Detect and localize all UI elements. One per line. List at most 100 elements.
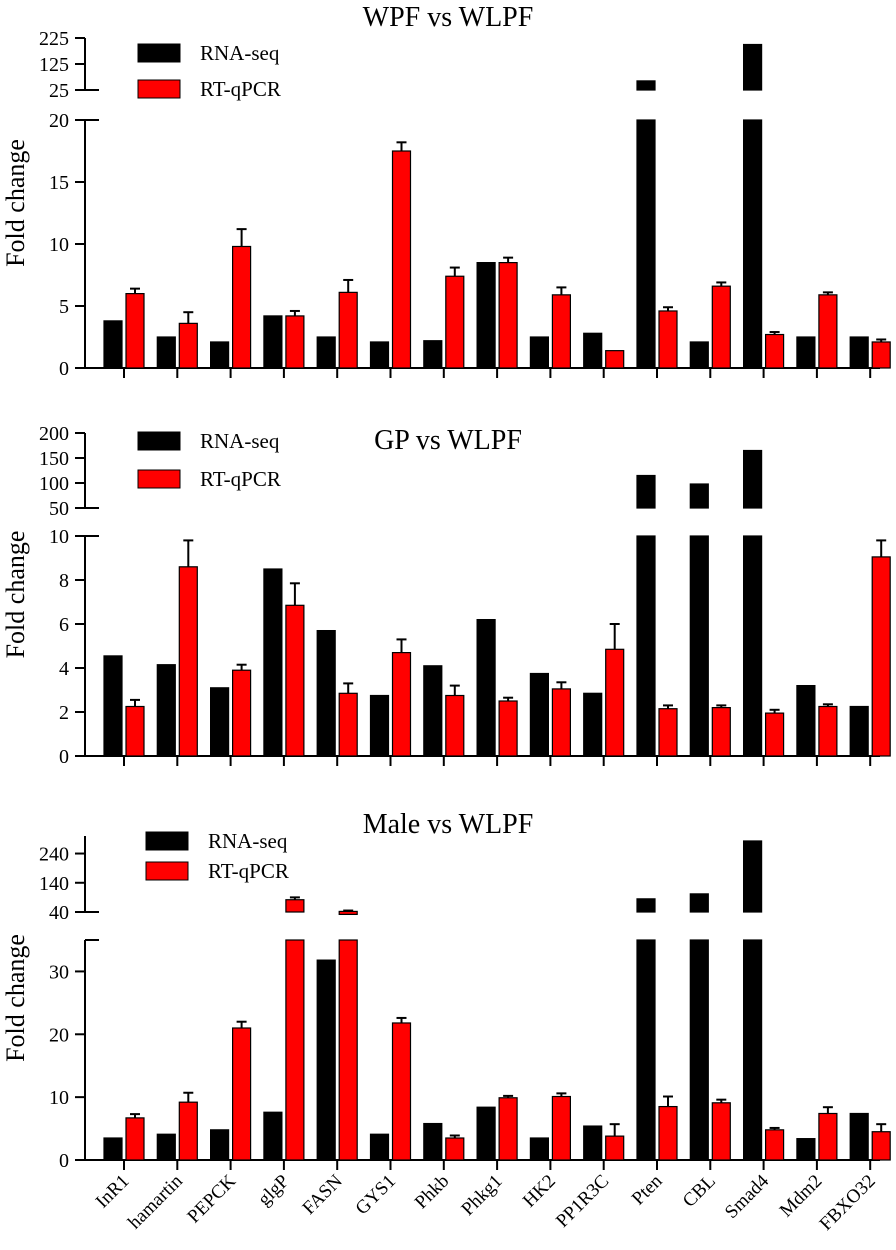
rt-qpcr-bar-mdm2 [818,1112,838,1161]
y-tick-label: 100 [39,473,69,495]
y-tick-label: 0 [59,746,69,768]
x-label-phkb: Phkb [411,1171,453,1213]
x-label-glgp: glgP [254,1171,293,1210]
y-tick-label: 25 [49,80,69,102]
y-axis-label: Fold change [1,139,30,267]
rt-qpcr-bar-gys1 [391,1022,412,1161]
rt-qpcr-bar-hk2 [551,688,572,757]
rt-qpcr-bar-hk2 [551,294,572,369]
rna-seq-bar-hamartin [156,336,176,369]
rna-seq-bar-phkb [423,665,443,757]
rna-seq-bar-gys1 [369,341,390,369]
legend-swatch-rt-qpcr [145,861,189,881]
chart-title: Male vs WLPF [363,809,534,840]
rt-qpcr-bar-fasn-lower [338,939,358,1161]
rna-seq-bar-pten-upper [636,474,656,509]
rt-qpcr-bar-fasn-upper [338,910,358,916]
rt-qpcr-bar-fbxo32 [871,341,891,369]
y-tick-label: 140 [39,873,69,895]
rna-seq-bar-pp1r3c [583,692,603,757]
rna-seq-bar-fbxo32 [849,336,869,369]
rna-seq-bar-fasn [316,959,336,1161]
legend-label-rna-seq: RNA-seq [208,829,288,853]
rna-seq-bar-inr1 [103,655,123,757]
rna-seq-bar-pepck [210,687,230,757]
y-tick-label: 40 [49,902,69,924]
rna-seq-bar-phkb [423,340,443,369]
rna-seq-bar-phkg1 [476,618,496,757]
y-tick-label: 10 [49,526,69,548]
rna-seq-bar-smad4-lower [742,939,763,1161]
y-tick-label: 20 [49,110,69,132]
chart-title: GP vs WLPF [374,425,522,456]
legend: RNA-seq RT-qPCR [137,429,281,491]
panel-2: GP vs WLPF Fold change 0 2 4 6 8 10 50 100 150 200 R… [1,423,891,768]
rt-qpcr-bar-fasn [338,291,358,369]
y-tick-label: 225 [39,28,69,50]
legend: RNA-seq RT-qPCR [137,41,281,101]
rt-qpcr-bar-pten [658,708,678,757]
rt-qpcr-bar-cbl [711,1102,731,1161]
legend-swatch-rt-qpcr [137,79,181,99]
rt-qpcr-bar-pp1r3c [605,350,625,369]
rt-qpcr-bar-fbxo32 [871,556,891,757]
panel-1: WPF vs WLPF Fold change 0 5 10 15 20 25 125 225 RN… [1,2,891,380]
y-tick-label: 0 [59,358,69,380]
rt-qpcr-bar-cbl [711,285,731,369]
rt-qpcr-bar-smad4 [764,1129,785,1161]
rna-seq-bar-pp1r3c [583,1125,603,1161]
legend-swatch-rna-seq [137,43,181,63]
rt-qpcr-bar-mdm2 [818,705,838,757]
rna-seq-bar-glgp [263,1111,283,1161]
rna-seq-bar-hk2 [529,1137,550,1161]
rt-qpcr-bar-pepck [232,669,252,757]
legend-label-rna-seq: RNA-seq [200,429,280,453]
rna-seq-bar-smad4-lower [742,535,763,757]
rt-qpcr-bar-glgp-lower [285,939,305,1161]
x-label-pepck: PEPCK [183,1170,240,1227]
rna-seq-bar-inr1 [103,320,123,369]
y-tick-label: 10 [49,234,69,256]
x-label-phkg1: Phkg1 [457,1171,506,1220]
rt-qpcr-bar-gys1 [391,150,412,369]
rt-qpcr-bar-inr1 [125,1117,145,1161]
rt-qpcr-bar-phkb [445,1137,465,1161]
x-label-gys1: GYS1 [352,1171,400,1219]
y-tick-label: 10 [49,1087,69,1109]
rt-qpcr-bar-cbl [711,706,731,757]
rt-qpcr-bar-phkg1 [498,262,518,369]
rna-seq-bar-pepck [210,341,230,369]
x-label-pten: Pten [628,1170,667,1209]
x-label-inr1: InR1 [92,1171,134,1213]
chart-title: WPF vs WLPF [363,2,534,33]
x-label-fasn: FASN [299,1170,347,1218]
y-tick-label: 6 [59,614,69,636]
rt-qpcr-bar-fbxo32 [871,1131,891,1161]
y-tick-label: 5 [59,296,69,318]
rna-seq-bar-hk2 [529,672,550,757]
rna-seq-bar-cbl-upper [689,893,709,913]
y-tick-label: 200 [39,423,69,445]
rna-seq-bar-hamartin [156,664,176,757]
rna-seq-bar-hamartin [156,1133,176,1161]
rna-seq-bar-glgp [263,315,283,369]
x-label-smad4: Smad4 [721,1170,774,1223]
legend-swatch-rt-qpcr [137,469,181,489]
rna-seq-bar-pten-lower [636,939,656,1161]
rna-seq-bar-phkg1 [476,262,496,369]
rna-seq-bar-gys1 [369,1133,390,1161]
rt-qpcr-bar-smad4 [764,712,785,757]
rna-seq-bar-smad4-upper [742,840,763,913]
y-tick-label: 2 [59,702,69,724]
rna-seq-bar-smad4-lower [742,119,763,369]
y-tick-label: 20 [49,1024,69,1046]
rna-seq-bar-cbl-lower [689,535,709,757]
rt-qpcr-bar-hamartin [178,1101,198,1161]
y-tick-label: 4 [59,658,69,680]
rt-qpcr-bar-phkg1 [498,1097,518,1161]
rt-qpcr-bar-pp1r3c [605,648,625,757]
rt-qpcr-bar-gys1 [391,651,412,757]
rna-seq-bar-cbl [689,341,709,369]
x-label-hk2: HK2 [519,1171,560,1212]
